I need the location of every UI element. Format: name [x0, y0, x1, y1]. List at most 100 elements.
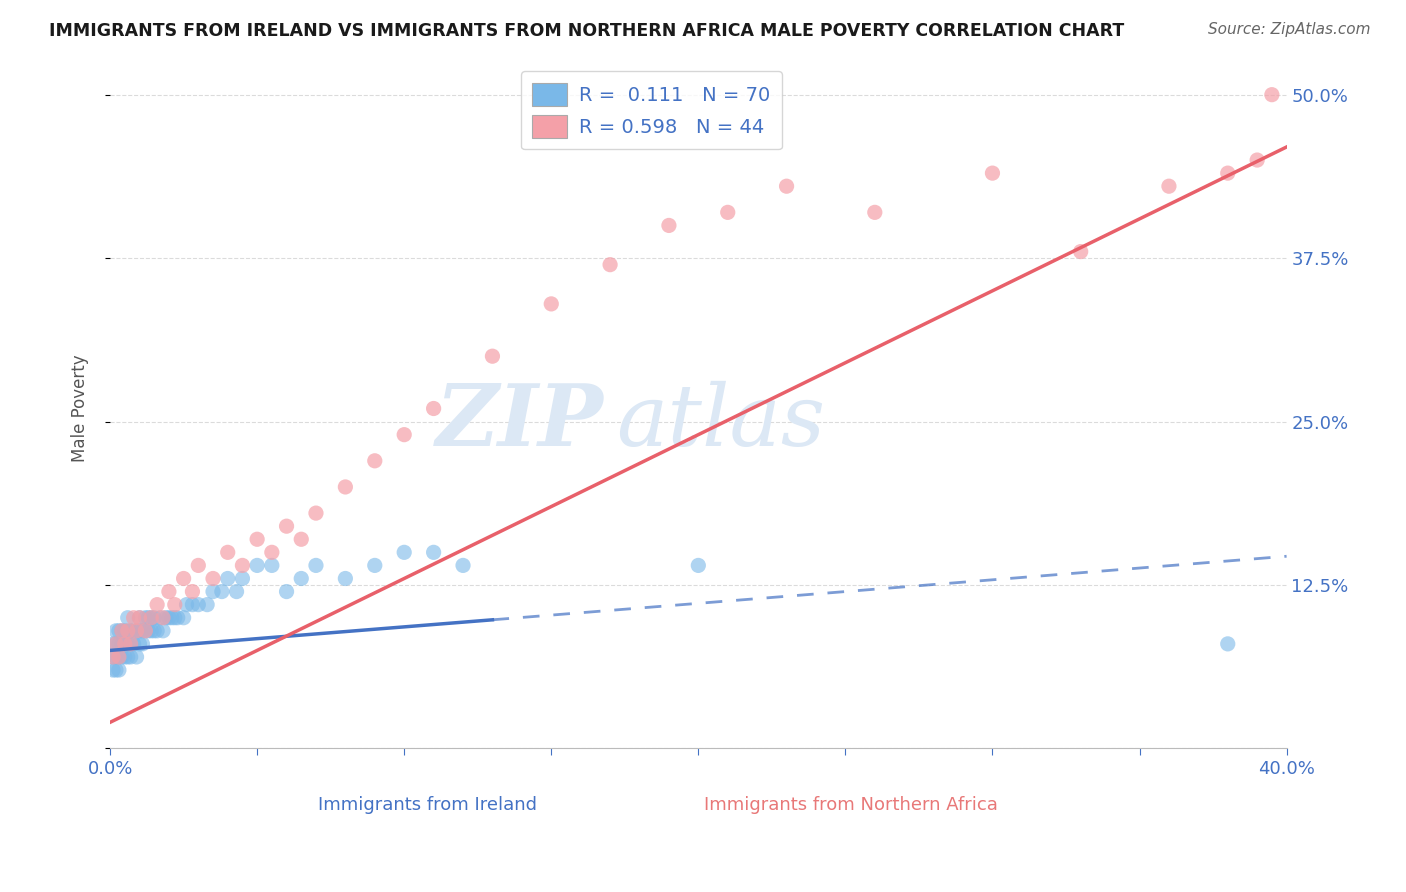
Point	[1157, 179, 1180, 194]
Text: Immigrants from Ireland: Immigrants from Ireland	[318, 796, 537, 814]
Point	[305, 506, 328, 520]
Point	[146, 624, 169, 638]
Point	[1070, 244, 1092, 259]
Point	[104, 637, 127, 651]
Point	[125, 649, 148, 664]
Point	[231, 572, 253, 586]
Point	[141, 611, 163, 625]
Point	[863, 205, 886, 219]
Point	[392, 545, 415, 559]
Point	[122, 637, 145, 651]
Point	[246, 533, 269, 547]
Point	[120, 649, 142, 664]
Point	[101, 649, 124, 664]
Point	[364, 558, 387, 573]
Point	[260, 545, 283, 559]
Point	[128, 637, 150, 651]
Point	[217, 572, 239, 586]
Point	[422, 401, 444, 416]
Point	[111, 649, 134, 664]
Point	[114, 649, 136, 664]
Point	[101, 637, 124, 651]
Point	[111, 624, 134, 638]
Point	[202, 584, 225, 599]
Point	[305, 558, 328, 573]
Point	[101, 649, 124, 664]
Point	[114, 637, 136, 651]
Point	[155, 611, 177, 625]
Text: ZIP: ZIP	[436, 380, 605, 464]
Point	[981, 166, 1004, 180]
Point	[176, 598, 198, 612]
Point	[211, 584, 233, 599]
Point	[108, 637, 131, 651]
Point	[335, 480, 357, 494]
Point	[775, 179, 797, 194]
Point	[141, 624, 163, 638]
Point	[152, 624, 174, 638]
Text: Source: ZipAtlas.com: Source: ZipAtlas.com	[1208, 22, 1371, 37]
Point	[276, 519, 298, 533]
Point	[173, 572, 195, 586]
Text: Immigrants from Northern Africa: Immigrants from Northern Africa	[704, 796, 998, 814]
Point	[173, 611, 195, 625]
Point	[128, 611, 150, 625]
Point	[187, 558, 209, 573]
Point	[131, 624, 153, 638]
Point	[117, 649, 139, 664]
Point	[157, 611, 180, 625]
Point	[104, 637, 127, 651]
Point	[260, 558, 283, 573]
Point	[335, 572, 357, 586]
Point	[1246, 153, 1268, 167]
Point	[134, 624, 156, 638]
Point	[111, 637, 134, 651]
Point	[136, 611, 159, 625]
Point	[688, 558, 710, 573]
Point	[364, 454, 387, 468]
Point	[163, 611, 186, 625]
Point	[290, 533, 312, 547]
Point	[134, 624, 156, 638]
Point	[111, 624, 134, 638]
Point	[120, 624, 142, 638]
Point	[125, 624, 148, 638]
Point	[231, 558, 253, 573]
Point	[104, 624, 127, 638]
Point	[181, 584, 204, 599]
Point	[422, 545, 444, 559]
Point	[122, 611, 145, 625]
Point	[599, 258, 621, 272]
Point	[187, 598, 209, 612]
Point	[125, 624, 148, 638]
Point	[108, 649, 131, 664]
Point	[108, 624, 131, 638]
Y-axis label: Male Poverty: Male Poverty	[72, 355, 89, 462]
Point	[101, 663, 124, 677]
Legend: R =  0.111   N = 70, R = 0.598   N = 44: R = 0.111 N = 70, R = 0.598 N = 44	[520, 71, 782, 150]
Point	[195, 598, 218, 612]
Point	[128, 624, 150, 638]
Point	[202, 572, 225, 586]
Text: IMMIGRANTS FROM IRELAND VS IMMIGRANTS FROM NORTHERN AFRICA MALE POVERTY CORRELAT: IMMIGRANTS FROM IRELAND VS IMMIGRANTS FR…	[49, 22, 1125, 40]
Point	[120, 637, 142, 651]
Point	[131, 637, 153, 651]
Point	[143, 624, 166, 638]
Point	[160, 611, 183, 625]
Point	[717, 205, 740, 219]
Point	[128, 611, 150, 625]
Point	[108, 649, 131, 664]
Point	[451, 558, 474, 573]
Point	[149, 611, 172, 625]
Point	[143, 611, 166, 625]
Point	[181, 598, 204, 612]
Point	[481, 349, 503, 363]
Point	[1216, 166, 1239, 180]
Point	[276, 584, 298, 599]
Point	[157, 584, 180, 599]
Point	[108, 663, 131, 677]
Point	[114, 637, 136, 651]
Point	[658, 219, 681, 233]
Point	[120, 637, 142, 651]
Point	[117, 624, 139, 638]
